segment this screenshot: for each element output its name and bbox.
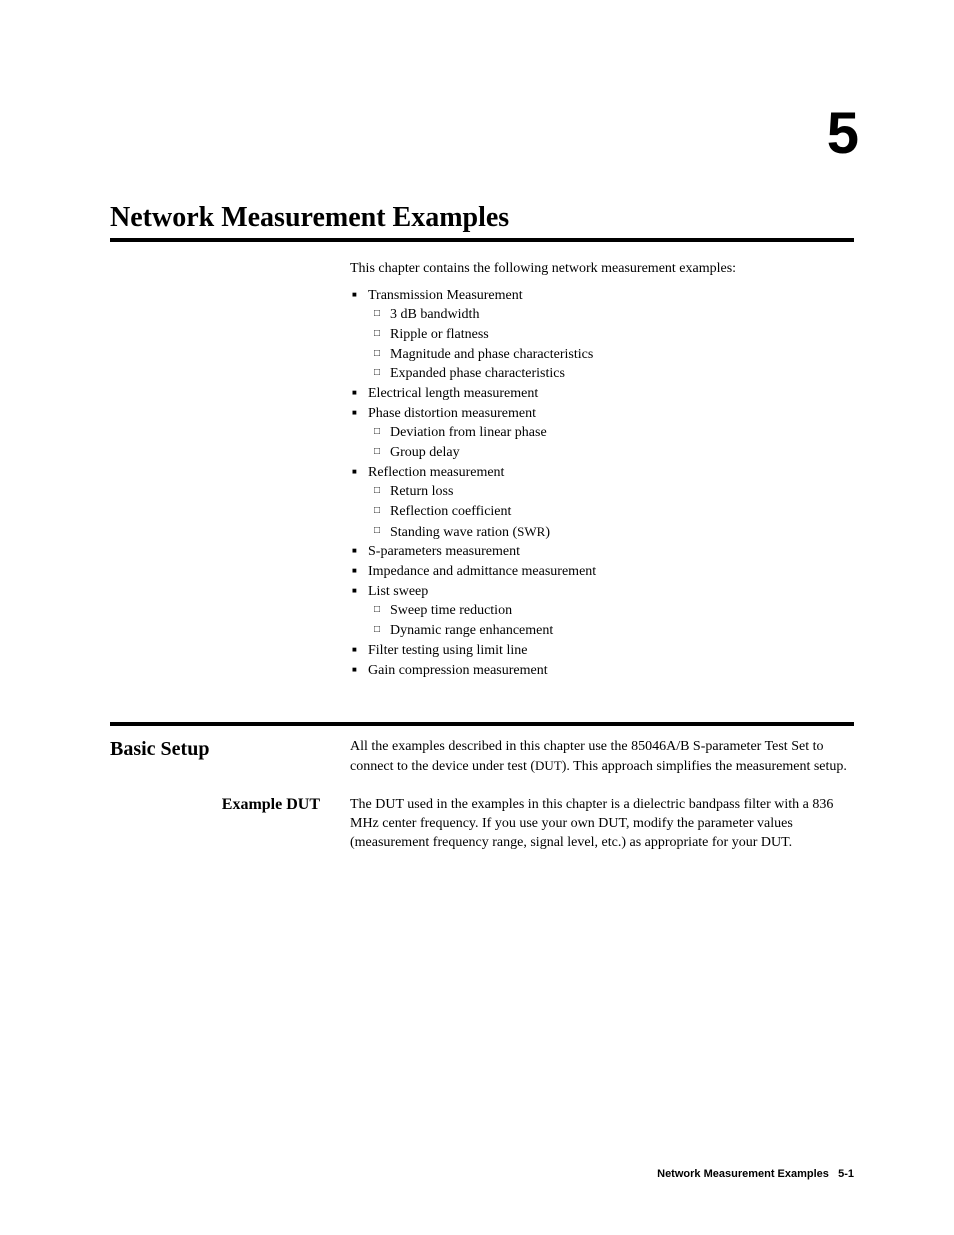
intro-row: This chapter contains the following netw… bbox=[110, 260, 854, 682]
toc-item-label: Reflection measurement bbox=[368, 465, 504, 480]
toc-subitem: Dynamic range enhancement bbox=[374, 622, 854, 641]
example-dut-row: Example DUT The DUT used in the examples… bbox=[110, 796, 854, 867]
swr-smallcaps: SWR bbox=[517, 524, 545, 539]
toc-item: Filter testing using limit line bbox=[350, 642, 854, 661]
toc-item: Reflection measurement Return lossReflect… bbox=[350, 464, 854, 543]
basic-setup-body: All the examples described in this chapt… bbox=[350, 738, 854, 777]
toc-list: Transmission Measurement 3 dB bandwidthRi… bbox=[350, 287, 854, 681]
toc-subitem: Group delay bbox=[374, 444, 854, 463]
toc-subitem: Reflection coefficient bbox=[374, 503, 854, 522]
toc-subitem: Sweep time reduction bbox=[374, 602, 854, 621]
toc-sublist: 3 dB bandwidthRipple or flatnessMagnitud… bbox=[374, 306, 854, 385]
chapter-number: 5 bbox=[110, 100, 859, 167]
page-footer: Network Measurement Examples 5-1 bbox=[657, 1168, 854, 1180]
toc-item: Gain compression measurement bbox=[350, 662, 854, 681]
toc-subitem: Magnitude and phase characteristics bbox=[374, 346, 854, 365]
toc-sublist: Deviation from linear phaseGroup delay bbox=[374, 424, 854, 463]
toc-item-label: Electrical length measurement bbox=[368, 386, 538, 401]
toc-item-label: Phase distortion measurement bbox=[368, 406, 536, 421]
title-rule bbox=[110, 238, 854, 242]
footer-page: 5-1 bbox=[838, 1168, 854, 1180]
toc-item: S-parameters measurement bbox=[350, 543, 854, 562]
example-dut-heading: Example DUT bbox=[110, 796, 335, 814]
dut-smallcaps: DUT bbox=[535, 758, 562, 773]
toc-item-label: Impedance and admittance measurement bbox=[368, 564, 596, 579]
toc-item-label: S-parameters measurement bbox=[368, 544, 520, 559]
toc-item: Electrical length measurement bbox=[350, 385, 854, 404]
toc-subitem: Expanded phase characteristics bbox=[374, 365, 854, 384]
chapter-title: Network Measurement Examples bbox=[110, 202, 854, 234]
toc-subitem: 3 dB bandwidth bbox=[374, 306, 854, 325]
basic-setup-body-after: ). This approach simplifies the measurem… bbox=[562, 759, 847, 774]
toc-subitem: Standing wave ration (SWR) bbox=[374, 523, 854, 543]
toc-item: Phase distortion measurement Deviation fr… bbox=[350, 405, 854, 463]
basic-setup-row: Basic Setup All the examples described i… bbox=[110, 738, 854, 791]
toc-item: Transmission Measurement 3 dB bandwidthRi… bbox=[350, 287, 854, 384]
toc-subitem: Return loss bbox=[374, 483, 854, 502]
toc-item-label: Filter testing using limit line bbox=[368, 643, 527, 658]
toc-item: List sweep Sweep time reductionDynamic ra… bbox=[350, 583, 854, 641]
toc-item-label: List sweep bbox=[368, 584, 428, 599]
toc-sublist: Return lossReflection coefficientStandin… bbox=[374, 483, 854, 543]
example-dut-body: The DUT used in the examples in this cha… bbox=[350, 796, 854, 853]
toc-item-label: Gain compression measurement bbox=[368, 663, 548, 678]
footer-title: Network Measurement Examples bbox=[657, 1168, 829, 1180]
toc-item: Impedance and admittance measurement bbox=[350, 563, 854, 582]
basic-setup-heading: Basic Setup bbox=[110, 738, 335, 761]
toc-subitem: Ripple or flatness bbox=[374, 326, 854, 345]
intro-text: This chapter contains the following netw… bbox=[350, 260, 854, 279]
toc-sublist: Sweep time reductionDynamic range enhanc… bbox=[374, 602, 854, 641]
toc-item-label: Transmission Measurement bbox=[368, 288, 523, 303]
toc-subitem: Deviation from linear phase bbox=[374, 424, 854, 443]
section-rule bbox=[110, 722, 854, 726]
